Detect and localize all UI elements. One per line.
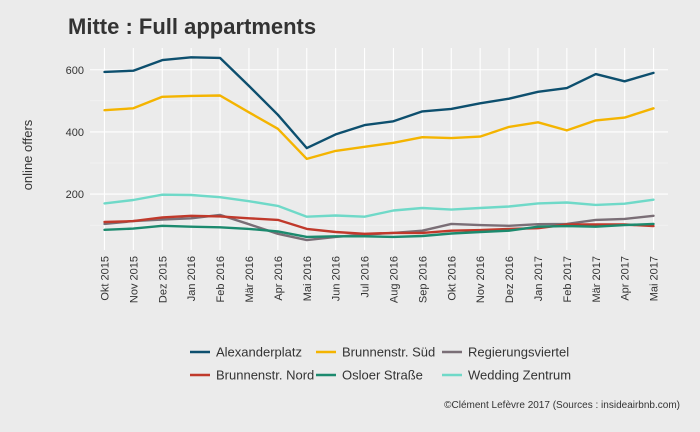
series-line-wedding-zentrum	[103, 193, 655, 218]
x-tick-label: Apr 2017	[620, 256, 632, 301]
series-lines	[103, 56, 655, 242]
x-tick-label: Nov 2016	[475, 256, 487, 303]
legend-label: Alexanderplatz	[216, 345, 302, 360]
x-tick-label: Mai 2016	[302, 256, 314, 301]
x-tick-label: Nov 2015	[128, 256, 140, 303]
legend-label: Brunnenstr. Süd	[342, 345, 435, 360]
x-tick-label: Jan 2017	[533, 256, 545, 301]
x-tick-label: Dez 2015	[157, 256, 169, 303]
y-axis-ticks: 200 400 600	[66, 65, 84, 201]
x-tick-label: Aug 2016	[388, 256, 400, 303]
series-line-osloer-stra-e	[103, 222, 655, 239]
x-tick-label: Mai 2017	[649, 256, 661, 301]
x-tick-label: Sep 2016	[417, 256, 429, 303]
legend-label: Regierungsviertel	[468, 345, 569, 360]
legend: Alexanderplatz Brunnenstr. Süd Regierungsv…	[190, 345, 571, 383]
x-axis-ticks: Okt 2015 Nov 2015 Dez 2015 Jan 2016 Feb 2016…	[99, 256, 660, 303]
y-tick-label: 400	[66, 127, 84, 139]
x-tick-label: Apr 2016	[273, 256, 285, 301]
y-tick-label: 200	[66, 189, 84, 201]
caption: ©Clément Lefèvre 2017 (Sources : insidea…	[444, 400, 680, 411]
series-line-brunnenstr-s-d	[103, 94, 655, 161]
x-tick-label: Feb 2017	[562, 256, 574, 302]
x-tick-label: Mär 2017	[591, 256, 603, 302]
x-tick-label: Jun 2016	[331, 256, 343, 301]
x-tick-label: Jul 2016	[360, 256, 372, 298]
x-tick-label: Feb 2016	[215, 256, 227, 302]
y-axis-label: online offers	[20, 119, 35, 190]
x-tick-label: Dez 2016	[504, 256, 516, 303]
legend-label: Brunnenstr. Nord	[216, 368, 314, 383]
series-line-alexanderplatz	[103, 56, 655, 150]
y-tick-label: 600	[66, 65, 84, 77]
legend-label: Wedding Zentrum	[468, 368, 571, 383]
x-tick-label: Jan 2016	[186, 256, 198, 301]
x-tick-label: Mär 2016	[244, 256, 256, 302]
chart-title: Mitte : Full appartments	[68, 14, 316, 39]
x-tick-label: Okt 2016	[446, 256, 458, 301]
x-tick-label: Okt 2015	[99, 256, 111, 301]
legend-label: Osloer Straße	[342, 368, 423, 383]
